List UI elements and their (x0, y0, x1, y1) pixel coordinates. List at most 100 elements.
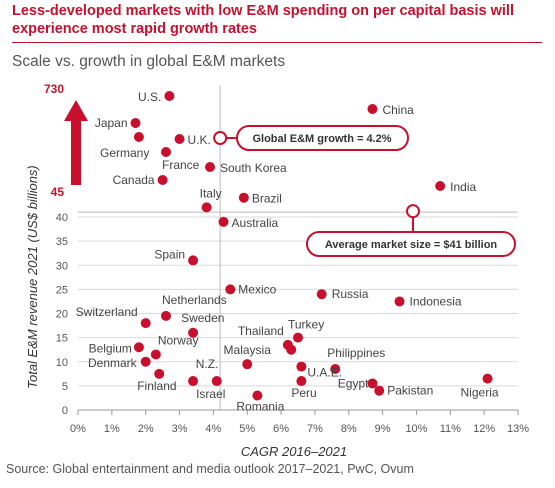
y-tick-label: 5 (62, 381, 68, 393)
point-label: U.K. (188, 133, 211, 147)
data-point (161, 147, 171, 157)
data-point (201, 202, 212, 213)
point-label: N.Z. (196, 357, 219, 371)
data-point (161, 310, 171, 321)
data-point (225, 284, 236, 295)
point-label: Norway (158, 334, 199, 348)
x-tick-label: 4% (205, 423, 221, 435)
data-point (238, 192, 249, 203)
x-tick-label: 3% (172, 423, 188, 435)
point-label: Germany (100, 146, 149, 160)
y-break-label: 45 (51, 185, 65, 199)
point-label: Canada (113, 173, 155, 187)
headline-divider (12, 42, 542, 43)
point-label: China (382, 103, 414, 117)
y-tick-label: 40 (56, 212, 68, 224)
x-tick-label: 9% (375, 423, 391, 435)
data-point (211, 376, 222, 387)
x-tick-label: 13% (507, 423, 529, 435)
data-point (252, 390, 263, 401)
data-point (188, 255, 199, 266)
point-label: Philippines (327, 346, 385, 360)
data-point (435, 181, 446, 191)
point-label: Egypt (338, 376, 369, 390)
axis-layer: 0 5 10 15 20 25 30 35 40 45 730 0% 1% 2% 3% 4% 5% 6% 7% 8% 9… (25, 82, 529, 459)
point-label: Indonesia (410, 294, 462, 308)
point-label: U.S. (138, 90, 161, 104)
x-axis-title: CAGR 2016–2021 (241, 444, 347, 459)
point-label: Russia (332, 287, 369, 301)
point-label: Brazil (252, 192, 282, 206)
point-label: Mexico (238, 282, 276, 296)
point-label: Italy (200, 186, 222, 200)
point-label: Nigeria (461, 386, 499, 400)
point-label: South Korea (220, 161, 287, 175)
growth-callout-box (236, 125, 409, 151)
x-tick-label: 5% (239, 423, 255, 435)
chart-headline: Less-developed markets with low E&M spen… (12, 3, 514, 37)
point-label: Denmark (88, 356, 138, 370)
x-tick-label: 11% (440, 423, 461, 435)
x-tick-label: 1% (104, 423, 120, 435)
chart-subtitle: Scale vs. growth in global E&M markets (12, 53, 286, 70)
data-point (188, 376, 199, 387)
data-point (367, 378, 378, 389)
arrow-up-icon (64, 100, 88, 121)
data-point (140, 318, 151, 329)
point-label: Netherlands (162, 293, 227, 307)
y-tick-label: 0 (62, 405, 68, 417)
point-label: Belgium (89, 341, 132, 355)
data-point (242, 359, 253, 370)
point-label: Sweden (181, 311, 224, 325)
data-point (205, 162, 215, 172)
y-tick-label: 35 (56, 236, 68, 248)
data-point (296, 361, 307, 372)
point-label: Thailand (238, 324, 284, 338)
point-label: France (162, 158, 200, 172)
size-callout-text: Average market size = $41 billion (325, 239, 498, 251)
x-tick-label: 12% (473, 423, 495, 435)
y-tick-label: 30 (56, 260, 68, 272)
point-label: Japan (95, 116, 128, 130)
source-note: Source: Global entertainment and media o… (6, 462, 414, 476)
data-point (482, 373, 493, 384)
data-point (188, 327, 199, 338)
size-callout-box (306, 231, 516, 257)
x-tick-label: 7% (307, 423, 323, 435)
x-tick-label: 2% (138, 423, 154, 435)
y-tick-label: 25 (56, 284, 68, 296)
x-tick-label: 0% (70, 423, 86, 435)
point-label: India (450, 180, 476, 194)
data-point (293, 332, 303, 343)
data-point (367, 104, 378, 114)
data-point (150, 349, 161, 360)
y-tick-label: 15 (56, 333, 68, 345)
arrow-shaft (71, 119, 81, 185)
point-label: Australia (232, 216, 279, 230)
point-label: Romania (236, 400, 284, 414)
point-label: Pakistan (387, 384, 433, 398)
point-label: Finland (137, 379, 176, 393)
data-point (154, 368, 165, 379)
y-tick-label: 10 (56, 357, 68, 369)
callout-layer: Global E&M growth = 4.2% Average market s… (213, 125, 516, 257)
data-point (164, 91, 175, 101)
point-label-layer: U.S. Japan Germany U.K. France South Korea Can… (76, 90, 499, 414)
data-point (140, 356, 151, 367)
data-point (394, 296, 405, 307)
data-point (316, 289, 327, 300)
point-label: Turkey (288, 318, 324, 332)
growth-marker-icon (213, 131, 228, 145)
y-axis-title: Total E&M revenue 2021 (US$ billions) (25, 165, 40, 389)
size-marker-icon (406, 204, 420, 219)
x-tick-label: 10% (405, 423, 427, 435)
point-label: Malaysia (224, 343, 272, 357)
data-point (330, 363, 341, 374)
point-label: Israel (196, 387, 225, 401)
x-tick-label: 6% (273, 423, 289, 435)
point-label: U.A.E. (307, 366, 342, 380)
data-point (133, 132, 144, 142)
y-break-label: 730 (44, 82, 64, 96)
point-label: Switzerland (76, 305, 138, 319)
